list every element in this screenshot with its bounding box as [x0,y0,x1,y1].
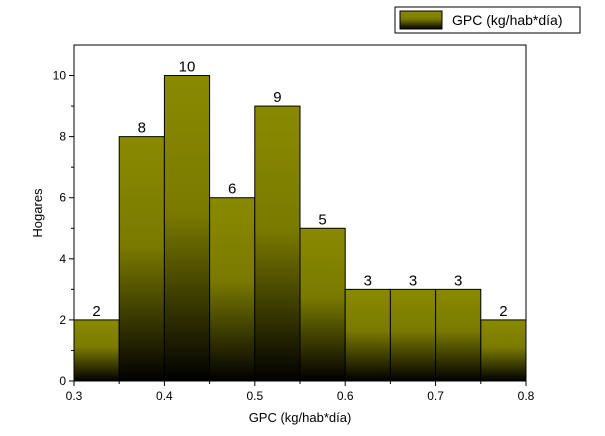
y-tick-label: 6 [59,191,66,205]
histogram-bar [209,197,256,382]
histogram-bar [299,227,346,382]
y-tick-label: 4 [59,252,66,266]
legend: GPC (kg/hab*día) [394,6,581,34]
y-axis-title: Hogares [30,188,45,238]
bars-layer [73,75,527,382]
x-tick-label: 0.3 [66,389,83,403]
bar-data-label: 3 [454,272,462,289]
x-tick-label: 0.8 [518,389,535,403]
y-tick-label: 2 [59,313,66,327]
bar-data-label: 3 [409,272,417,289]
y-axis: 0 2 4 6 8 10 [53,69,74,388]
histogram-bar [435,288,482,382]
bar-data-label: 6 [228,181,236,198]
bar-data-label: 8 [138,120,146,137]
x-axis-title: GPC (kg/hab*día) [249,410,352,425]
histogram-bar [73,319,120,382]
histogram-bar [254,105,301,382]
histogram-bar [480,319,527,382]
bar-data-label: 2 [92,303,100,320]
histogram-bar [389,288,437,382]
legend-label: GPC (kg/hab*día) [452,12,563,28]
histogram-bar [163,75,211,382]
histogram-bar [344,288,391,382]
histogram-bar [118,136,165,382]
bar-data-label: 10 [179,59,196,76]
bar-data-label: 9 [273,89,281,106]
x-tick-label: 0.5 [246,389,263,403]
x-axis: 0.3 0.4 0.5 0.6 0.7 0.8 [66,381,535,403]
x-tick-label: 0.7 [427,389,444,403]
legend-swatch [399,10,443,30]
data-labels-layer: 2 8 10 6 9 5 3 3 3 2 [92,59,507,320]
y-tick-label: 8 [59,130,66,144]
x-tick-label: 0.6 [337,389,354,403]
x-tick-label: 0.4 [156,389,173,403]
y-tick-label: 10 [53,69,67,83]
bar-data-label: 5 [318,211,326,228]
y-tick-label: 0 [59,374,66,388]
bar-data-label: 3 [364,272,372,289]
bar-data-label: 2 [499,303,507,320]
